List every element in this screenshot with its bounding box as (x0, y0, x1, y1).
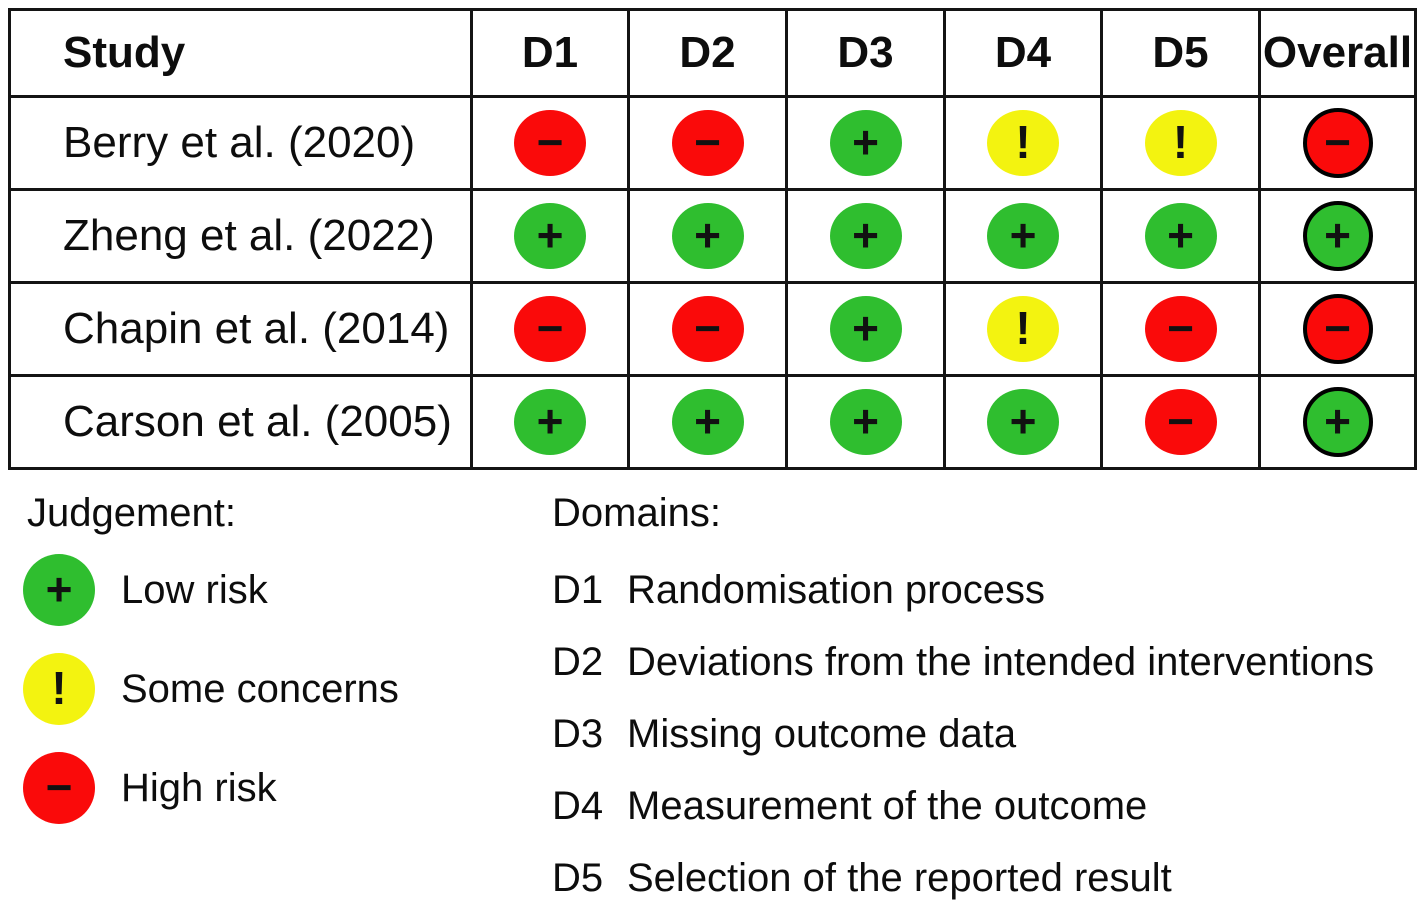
low-risk-icon: + (23, 554, 95, 626)
judgement-cell: ! (943, 281, 1103, 377)
overall-judgement-circle: + (1302, 201, 1373, 271)
judgement-cell: ! (943, 95, 1103, 191)
study-name: Carson et al. (2005) (8, 374, 473, 470)
legend-item-high-risk: − High risk (23, 752, 399, 824)
table-row: Zheng et al. (2022) + + + + + + (8, 188, 1417, 284)
domain-item-d2: D2 Deviations from the intended interven… (552, 638, 1374, 686)
risk-of-bias-table: Study D1 D2 D3 D4 D5 Overall Berry et al… (8, 8, 1417, 470)
legend-label: High risk (121, 765, 277, 810)
domain-item-d5: D5 Selection of the reported result (552, 854, 1374, 902)
legend-label: Low risk (121, 567, 268, 612)
judgement-cell: + (943, 188, 1103, 284)
legend-title: Judgement: (27, 491, 237, 535)
judgement-circle: + (987, 203, 1059, 269)
overall-judgement-cell: − (1258, 281, 1417, 377)
judgement-cell: + (785, 95, 946, 191)
judgement-legend: Judgement: + Low risk ! Some concerns − … (23, 490, 399, 851)
header-row: Study D1 D2 D3 D4 D5 Overall (8, 8, 1417, 98)
judgement-circle: + (829, 203, 902, 269)
judgement-cell: − (1100, 281, 1261, 377)
judgement-circle: + (829, 110, 902, 176)
domain-id: D1 (552, 568, 604, 612)
domain-id: D5 (552, 856, 604, 900)
table-row: Berry et al. (2020) − − + ! ! − (8, 95, 1417, 191)
column-header-d2: D2 (627, 8, 788, 98)
judgement-circle: − (671, 296, 744, 362)
domain-item-d1: D1 Randomisation process (552, 566, 1374, 614)
judgement-circle: ! (987, 296, 1059, 362)
judgement-circle: ! (1144, 110, 1217, 176)
table-row: Chapin et al. (2014) − − + ! − − (8, 281, 1417, 377)
domain-label: Missing outcome data (627, 712, 1017, 756)
overall-judgement-cell: − (1258, 95, 1417, 191)
judgement-cell: − (470, 95, 630, 191)
domain-label: Randomisation process (627, 568, 1045, 612)
study-name: Berry et al. (2020) (8, 95, 473, 191)
domain-id: D3 (552, 712, 604, 756)
judgement-circle: + (829, 389, 902, 455)
legend-item-low-risk: + Low risk (23, 554, 399, 626)
judgement-circle: + (987, 389, 1059, 455)
judgement-circle: ! (987, 110, 1059, 176)
domain-id: D4 (552, 784, 604, 828)
judgement-cell: + (785, 281, 946, 377)
judgement-cell: − (1100, 374, 1261, 470)
column-header-d3: D3 (785, 8, 946, 98)
overall-judgement-cell: + (1258, 374, 1417, 470)
judgement-cell: + (785, 374, 946, 470)
judgement-cell: + (470, 374, 630, 470)
judgement-cell: + (470, 188, 630, 284)
domain-item-d3: D3 Missing outcome data (552, 710, 1374, 758)
column-header-d1: D1 (470, 8, 630, 98)
judgement-circle: + (1144, 203, 1217, 269)
column-header-overall: Overall (1258, 8, 1417, 98)
judgement-cell: + (943, 374, 1103, 470)
domains-list: D1 Randomisation process D2 Deviations f… (552, 566, 1374, 902)
some-concerns-icon: ! (23, 653, 95, 725)
study-name: Zheng et al. (2022) (8, 188, 473, 284)
domain-label: Measurement of the outcome (627, 784, 1148, 828)
overall-judgement-circle: − (1302, 294, 1373, 364)
legend-item-some-concerns: ! Some concerns (23, 653, 399, 725)
overall-judgement-circle: − (1302, 108, 1373, 178)
judgement-cell: − (627, 95, 788, 191)
domain-item-d4: D4 Measurement of the outcome (552, 782, 1374, 830)
table-row: Carson et al. (2005) + + + + − + (8, 374, 1417, 470)
legend-items: + Low risk ! Some concerns − High risk (23, 554, 399, 824)
judgement-circle: + (671, 389, 744, 455)
judgement-cell: + (1100, 188, 1261, 284)
judgement-circle: − (514, 296, 586, 362)
judgement-cell: + (785, 188, 946, 284)
domains-legend: Domains: D1 Randomisation process D2 Dev… (552, 490, 1374, 908)
judgement-cell: + (627, 374, 788, 470)
overall-judgement-cell: + (1258, 188, 1417, 284)
judgement-circle: − (671, 110, 744, 176)
judgement-cell: + (627, 188, 788, 284)
study-name: Chapin et al. (2014) (8, 281, 473, 377)
column-header-d4: D4 (943, 8, 1103, 98)
legend-label: Some concerns (121, 666, 399, 711)
overall-judgement-circle: + (1302, 387, 1373, 457)
domain-label: Selection of the reported result (627, 856, 1172, 900)
judgement-circle: + (514, 203, 586, 269)
judgement-circle: − (514, 110, 586, 176)
domain-id: D2 (552, 640, 604, 684)
judgement-circle: + (829, 296, 902, 362)
domain-label: Deviations from the intended interventio… (627, 640, 1375, 684)
judgement-circle: + (514, 389, 586, 455)
judgement-circle: − (1144, 389, 1217, 455)
judgement-cell: − (627, 281, 788, 377)
judgement-circle: + (671, 203, 744, 269)
column-header-d5: D5 (1100, 8, 1261, 98)
judgement-cell: ! (1100, 95, 1261, 191)
column-header-study: Study (8, 8, 473, 98)
domains-title: Domains: (552, 491, 721, 535)
high-risk-icon: − (23, 752, 95, 824)
judgement-circle: − (1144, 296, 1217, 362)
judgement-cell: − (470, 281, 630, 377)
